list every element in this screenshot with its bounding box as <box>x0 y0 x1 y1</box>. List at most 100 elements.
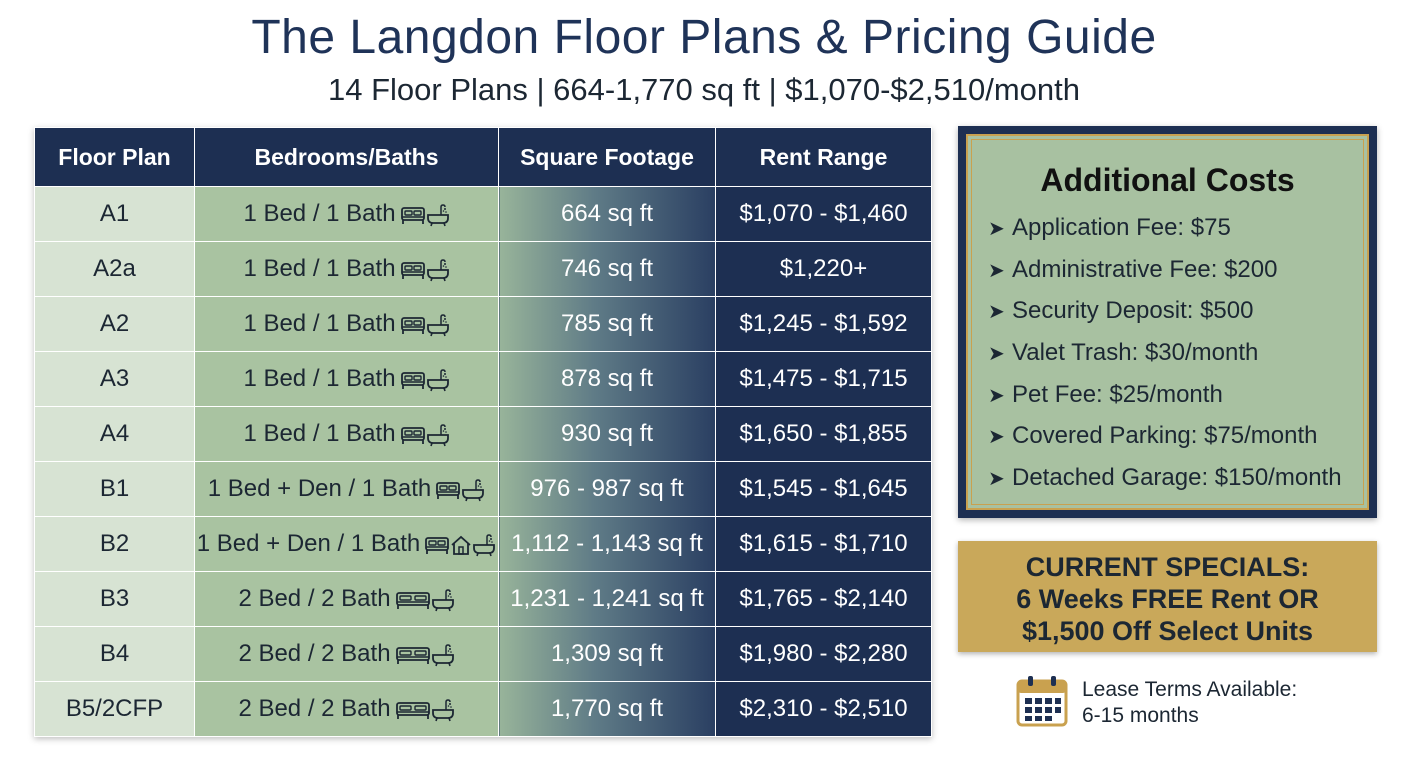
room-icons <box>395 640 455 668</box>
table-row: B2 1 Bed + Den / 1 Bath 1,112 - 1,143 sq f… <box>34 516 932 572</box>
cost-item-text: Administrative Fee: $200 <box>1012 255 1278 283</box>
room-icons <box>424 530 496 558</box>
current-specials-banner: CURRENT SPECIALS: 6 Weeks FREE Rent OR $… <box>958 541 1377 652</box>
column-header-bedrooms-baths: Bedrooms/Baths <box>194 127 499 187</box>
square-footage-cell: 1,309 sq ft <box>498 626 716 682</box>
bedrooms-baths-text: 1 Bed + Den / 1 Bath <box>207 474 432 502</box>
floor-plan-cell: B1 <box>34 461 195 517</box>
cost-item: ➤ Pet Fee: $25/month <box>988 374 1367 416</box>
rent-range-cell: $1,245 - $1,592 <box>715 296 932 352</box>
arrow-bullet-icon: ➤ <box>988 426 1005 449</box>
table-row: B3 2 Bed / 2 Bath 1,231 - 1,241 sq ft $1,76… <box>34 571 932 627</box>
room-icons <box>435 475 485 503</box>
arrow-bullet-icon: ➤ <box>988 384 1005 407</box>
table-row: A1 1 Bed / 1 Bath 664 sq ft $1,070 - $1,460 <box>34 186 932 242</box>
column-header-floor-plan: Floor Plan <box>34 127 195 187</box>
arrow-bullet-icon: ➤ <box>988 468 1005 491</box>
bedrooms-baths-text: 1 Bed + Den / 1 Bath <box>196 529 421 557</box>
floor-plans-table: Floor Plan Bedrooms/Baths Square Footage… <box>34 127 932 737</box>
rent-range-cell: $1,615 - $1,710 <box>715 516 932 572</box>
bathtub-icon <box>426 365 450 392</box>
bedrooms-baths-cell: 2 Bed / 2 Bath <box>194 681 499 737</box>
room-icons <box>400 255 450 283</box>
lease-terms: Lease Terms Available: 6-15 months <box>1016 675 1376 731</box>
rent-range-cell: $1,980 - $2,280 <box>715 626 932 682</box>
square-footage-cell: 1,112 - 1,143 sq ft <box>498 516 716 572</box>
cost-item-text: Pet Fee: $25/month <box>1012 380 1223 408</box>
bedrooms-baths-text: 2 Bed / 2 Bath <box>238 639 391 667</box>
house-icon <box>450 530 472 557</box>
table-row: A3 1 Bed / 1 Bath 878 sq ft $1,475 - $1,715 <box>34 351 932 407</box>
bedrooms-baths-text: 2 Bed / 2 Bath <box>238 694 391 722</box>
arrow-bullet-icon: ➤ <box>988 259 1005 282</box>
rent-range-cell: $1,475 - $1,715 <box>715 351 932 407</box>
bed-icon <box>400 255 426 282</box>
bedrooms-baths-cell: 1 Bed + Den / 1 Bath <box>194 516 499 572</box>
cost-item-text: Application Fee: $75 <box>1012 214 1231 241</box>
bedrooms-baths-cell: 1 Bed / 1 Bath <box>194 296 499 352</box>
additional-costs-list: ➤ Application Fee: $75 ➤ Administrative Fee… <box>968 207 1367 499</box>
square-footage-cell: 785 sq ft <box>498 296 716 352</box>
bed-icon <box>435 475 461 502</box>
bathtub-icon <box>431 585 455 612</box>
bathtub-icon <box>426 420 450 447</box>
bedrooms-baths-cell: 1 Bed + Den / 1 Bath <box>194 461 499 517</box>
calendar-icon <box>1016 676 1068 727</box>
bed-icon <box>400 310 426 337</box>
bedrooms-baths-text: 1 Bed / 1 Bath <box>243 419 396 447</box>
cost-item: ➤ Security Deposit: $500 <box>988 290 1367 332</box>
page-subtitle: 14 Floor Plans | 664-1,770 sq ft | $1,07… <box>328 72 1080 107</box>
square-footage-cell: 1,231 - 1,241 sq ft <box>498 571 716 627</box>
table-row: A4 1 Bed / 1 Bath 930 sq ft $1,650 - $1,855 <box>34 406 932 462</box>
table-row: B4 2 Bed / 2 Bath 1,309 sq ft $1,980 - $2,2… <box>34 626 932 682</box>
room-icons <box>395 585 455 613</box>
rent-range-cell: $1,220+ <box>715 241 932 297</box>
bed-icon <box>400 200 426 227</box>
cost-item: ➤ Administrative Fee: $200 <box>988 249 1367 291</box>
square-footage-cell: 746 sq ft <box>498 241 716 297</box>
rent-range-cell: $1,765 - $2,140 <box>715 571 932 627</box>
rent-range-cell: $2,310 - $2,510 <box>715 681 932 737</box>
bathtub-icon <box>426 200 450 227</box>
bedrooms-baths-text: 1 Bed / 1 Bath <box>243 254 396 282</box>
room-icons <box>400 420 450 448</box>
square-footage-cell: 664 sq ft <box>498 186 716 242</box>
double-bed-icon <box>395 695 431 722</box>
column-header-square-footage: Square Footage <box>498 127 716 187</box>
bedrooms-baths-cell: 1 Bed / 1 Bath <box>194 406 499 462</box>
table-row: A2a 1 Bed / 1 Bath 746 sq ft $1,220+ <box>34 241 932 297</box>
specials-line-1: CURRENT SPECIALS: <box>1025 552 1310 582</box>
additional-costs-panel: Additional Costs ➤ Application Fee: $75 ➤ A… <box>958 126 1377 518</box>
lease-terms-label: Lease Terms Available: <box>1082 678 1298 701</box>
specials-line-3: $1,500 Off Select Units <box>1021 616 1314 646</box>
table-row: B1 1 Bed + Den / 1 Bath 976 - 987 sq ft $1,… <box>34 461 932 517</box>
bathtub-icon <box>461 475 485 502</box>
rent-range-cell: $1,070 - $1,460 <box>715 186 932 242</box>
bedrooms-baths-text: 2 Bed / 2 Bath <box>238 584 391 612</box>
floor-plan-cell: A2a <box>34 241 195 297</box>
room-icons <box>400 200 450 228</box>
cost-item-text: Valet Trash: $30/month <box>1012 339 1259 367</box>
square-footage-cell: 1,770 sq ft <box>498 681 716 737</box>
cost-item: ➤ Covered Parking: $75/month <box>988 415 1367 457</box>
additional-costs-frame: Additional Costs ➤ Application Fee: $75 ➤ A… <box>966 134 1369 510</box>
arrow-bullet-icon: ➤ <box>988 301 1005 324</box>
page-title: The Langdon Floor Plans & Pricing Guide <box>251 11 1157 64</box>
bed-icon <box>424 530 450 557</box>
bedrooms-baths-cell: 2 Bed / 2 Bath <box>194 626 499 682</box>
table-header-row: Floor Plan Bedrooms/Baths Square Footage… <box>34 127 932 187</box>
room-icons <box>400 310 450 338</box>
double-bed-icon <box>395 640 431 667</box>
specials-line-2: 6 Weeks FREE Rent OR <box>1016 584 1319 614</box>
bedrooms-baths-cell: 1 Bed / 1 Bath <box>194 186 499 242</box>
square-footage-cell: 976 - 987 sq ft <box>498 461 716 517</box>
cost-item: ➤ Detached Garage: $150/month <box>988 457 1367 499</box>
bedrooms-baths-cell: 1 Bed / 1 Bath <box>194 241 499 297</box>
square-footage-cell: 878 sq ft <box>498 351 716 407</box>
table-row: B5/2CFP 2 Bed / 2 Bath 1,770 sq ft $2,310 -… <box>34 681 932 737</box>
cost-item-text: Security Deposit: $500 <box>1012 297 1254 325</box>
bathtub-icon <box>426 310 450 337</box>
floor-plan-cell: A4 <box>34 406 195 462</box>
rent-range-cell: $1,650 - $1,855 <box>715 406 932 462</box>
floor-plan-cell: A3 <box>34 351 195 407</box>
